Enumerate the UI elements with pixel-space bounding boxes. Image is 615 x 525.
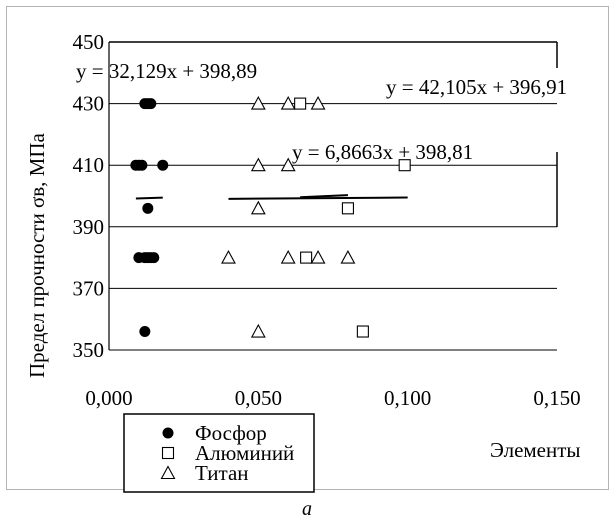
legend-item-aluminum-marker bbox=[161, 446, 175, 460]
x-tick-0,050: 0,050 bbox=[235, 386, 282, 410]
point-titan bbox=[310, 95, 326, 110]
point-titan bbox=[221, 249, 236, 264]
legend-item-fosfor-marker bbox=[162, 427, 174, 439]
point-aluminum bbox=[356, 325, 369, 338]
point-aluminum bbox=[300, 251, 313, 264]
x-tick-0,000: 0,000 bbox=[85, 386, 132, 410]
point-titan bbox=[280, 249, 296, 264]
point-fosfor bbox=[148, 252, 160, 264]
x-tick-0,150: 0,150 bbox=[533, 386, 580, 410]
figure-caption: а bbox=[302, 498, 312, 520]
point-fosfor bbox=[139, 326, 151, 338]
legend-item-titan-label: Титан bbox=[195, 461, 249, 485]
y-tick-370: 370 bbox=[73, 276, 105, 300]
point-titan bbox=[250, 95, 266, 110]
point-titan bbox=[250, 157, 266, 172]
point-titan bbox=[340, 249, 356, 264]
point-titan bbox=[310, 249, 326, 264]
trendlines bbox=[135, 194, 408, 200]
x-tick-0,100: 0,100 bbox=[384, 386, 431, 410]
y-tick-410: 410 bbox=[73, 153, 105, 177]
equation-label-aluminum: y = 42,105x + 396,91 bbox=[386, 75, 567, 99]
legend-item-aluminum-label: Алюминий bbox=[195, 441, 294, 465]
point-titan bbox=[250, 323, 266, 338]
legend-item-fosfor-label: Фосфор bbox=[195, 421, 267, 445]
legend-item-titan-marker bbox=[160, 465, 176, 480]
legend-box bbox=[123, 413, 315, 493]
point-aluminum bbox=[294, 97, 307, 110]
y-tick-350: 350 bbox=[73, 338, 105, 362]
trendline-aluminum bbox=[300, 194, 348, 199]
point-titan bbox=[250, 200, 266, 215]
equation-label-fosfor: y = 32,129x + 398,89 bbox=[76, 59, 257, 83]
data-points bbox=[130, 95, 411, 338]
equation-label-titan: y = 6,8663x + 398,81 bbox=[292, 140, 473, 164]
point-fosfor bbox=[145, 98, 157, 110]
point-aluminum bbox=[341, 202, 354, 215]
point-fosfor bbox=[157, 159, 169, 171]
x-tick-labels: 0,000 0,050 0,100 0,150 bbox=[85, 386, 580, 410]
point-titan bbox=[280, 95, 296, 110]
x-axis-label: Элементы bbox=[490, 438, 581, 462]
point-aluminum bbox=[398, 159, 411, 172]
trendline-fosfor bbox=[135, 196, 163, 200]
y-tick-450: 450 bbox=[73, 30, 105, 54]
plot-area-border bbox=[108, 41, 558, 350]
point-fosfor bbox=[142, 202, 154, 214]
y-tick-430: 430 bbox=[73, 92, 105, 116]
y-tick-labels: 350 370 390 410 430 450 bbox=[73, 30, 105, 362]
trendline-titan bbox=[228, 196, 408, 200]
y-tick-390: 390 bbox=[73, 215, 105, 239]
point-fosfor bbox=[136, 159, 148, 171]
point-titan bbox=[280, 157, 296, 172]
y-axis-label: Предел прочности σв, МПа bbox=[25, 132, 49, 378]
